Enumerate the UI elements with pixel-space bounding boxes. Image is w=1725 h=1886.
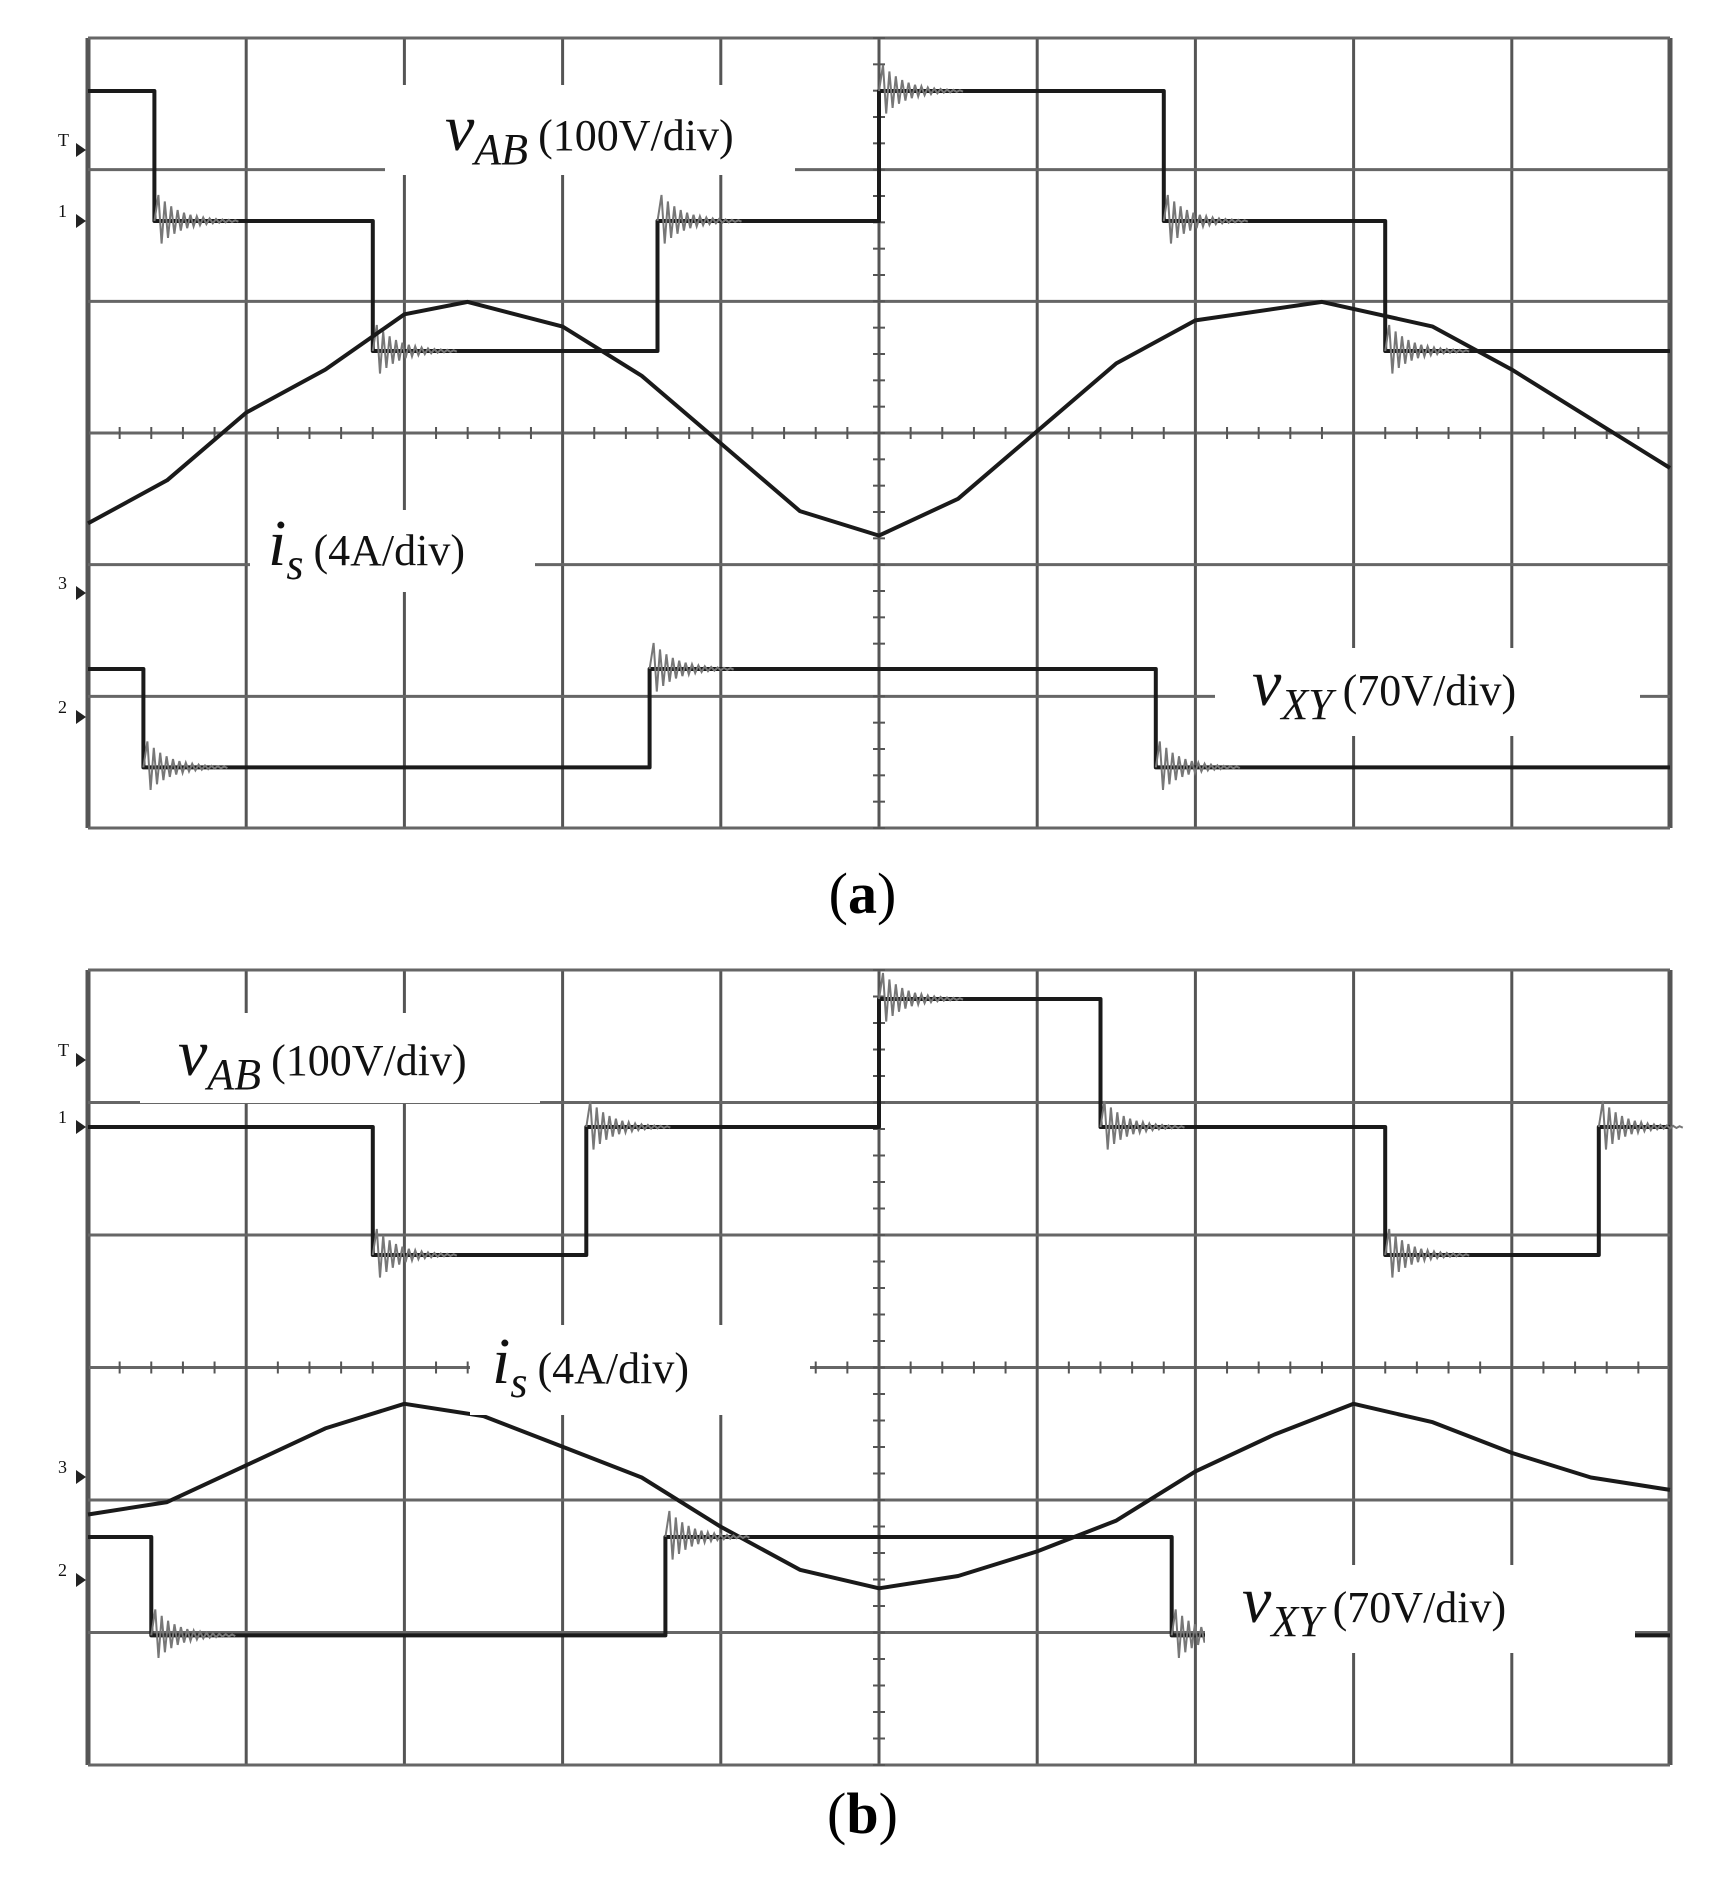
label-is-scale: (4A/div) bbox=[537, 1344, 689, 1393]
label-is-scale: (4A/div) bbox=[313, 526, 465, 575]
label-backdrop bbox=[470, 1325, 810, 1415]
ringing-burst bbox=[153, 194, 239, 244]
caption-b: (b) bbox=[827, 1781, 898, 1846]
scope-panel-b: T 1 3 2 vAB (100V/div) is (4A/div) vXY (70V/div) bbox=[0, 965, 1725, 1845]
ringing-burst bbox=[150, 1609, 236, 1658]
ringing-burst bbox=[371, 324, 458, 374]
channel-marker-3: 3 bbox=[58, 573, 67, 593]
label-is-symbol: i bbox=[492, 1325, 510, 1398]
channel-marker-arrow bbox=[76, 1470, 86, 1484]
trace-vAB bbox=[88, 997, 1670, 1257]
channel-marker-2: 2 bbox=[58, 1560, 67, 1580]
ringing-burst bbox=[1162, 194, 1249, 244]
label-vAB-subscript: AB bbox=[471, 125, 528, 174]
label-vAB-scale: (100V/div) bbox=[271, 1036, 467, 1085]
trace-vAB bbox=[88, 89, 1670, 353]
channel-marker-arrow bbox=[76, 1120, 86, 1134]
channel-marker-arrow bbox=[76, 214, 86, 228]
caption-b-letter: b bbox=[846, 1781, 879, 1846]
channel-marker-1: 1 bbox=[58, 1107, 67, 1127]
ringing-burst bbox=[371, 1228, 458, 1278]
caption-a: (a) bbox=[828, 861, 897, 926]
channel-marker-arrow bbox=[76, 586, 86, 600]
label-is-subscript: s bbox=[286, 540, 303, 589]
label-vAB-symbol: v bbox=[178, 1017, 208, 1090]
channel-marker-arrow bbox=[76, 1053, 86, 1067]
channel-marker-T: T bbox=[58, 1040, 69, 1060]
plot-background bbox=[0, 0, 1725, 880]
channel-marker-arrow bbox=[76, 1573, 86, 1587]
label-vAB-scale: (100V/div) bbox=[538, 111, 734, 160]
label-vXY-scale: (70V/div) bbox=[1343, 666, 1517, 715]
label-vXY-subscript: XY bbox=[1279, 680, 1337, 729]
ringing-burst bbox=[664, 1510, 750, 1560]
label-vXY-symbol: v bbox=[1252, 647, 1282, 720]
label-vXY: vXY (70V/div) bbox=[1242, 1564, 1506, 1646]
caption-a-letter: a bbox=[848, 861, 877, 926]
channel-marker-2: 2 bbox=[58, 697, 67, 717]
label-is: is (4A/div) bbox=[268, 507, 465, 589]
label-backdrop bbox=[385, 85, 795, 175]
ringing-burst bbox=[648, 642, 735, 692]
ringing-burst bbox=[142, 741, 228, 790]
label-backdrop bbox=[1215, 648, 1640, 736]
label-vAB: vAB (100V/div) bbox=[445, 92, 734, 174]
scope-panel-a: T 1 3 2 vAB (100V/div) is (4A/div) vXY (70V/div) bbox=[0, 0, 1725, 900]
channel-marker-T: T bbox=[58, 130, 69, 150]
ringing-burst bbox=[1597, 1100, 1684, 1150]
label-is-symbol: i bbox=[268, 507, 286, 580]
channel-marker-3: 3 bbox=[58, 1457, 67, 1477]
ringing-burst bbox=[878, 972, 964, 1022]
label-backdrop bbox=[250, 510, 535, 592]
trace-vXY bbox=[88, 667, 1670, 770]
label-vXY-scale: (70V/div) bbox=[1333, 1583, 1507, 1632]
ringing-burst bbox=[1154, 741, 1241, 790]
channel-marker-arrow bbox=[76, 710, 86, 724]
channel-marker-1: 1 bbox=[58, 201, 67, 221]
ringing-burst bbox=[1384, 1228, 1470, 1278]
label-is-subscript: s bbox=[510, 1358, 527, 1407]
ringing-burst bbox=[585, 1100, 671, 1150]
label-vAB-symbol: v bbox=[445, 92, 475, 165]
label-vAB: vAB (100V/div) bbox=[178, 1017, 467, 1099]
label-is: is (4A/div) bbox=[492, 1325, 689, 1407]
trace-is bbox=[87, 299, 1672, 538]
ringing-burst bbox=[1099, 1100, 1185, 1150]
label-backdrop bbox=[1205, 1565, 1635, 1653]
label-backdrop bbox=[140, 1013, 540, 1103]
trace-is bbox=[87, 1401, 1671, 1591]
ringing-burst bbox=[656, 194, 742, 244]
trace-vXY bbox=[88, 1535, 1670, 1638]
channel-marker-arrow bbox=[76, 143, 86, 157]
label-vXY: vXY (70V/div) bbox=[1252, 647, 1516, 729]
ringing-burst bbox=[878, 64, 964, 114]
ringing-burst bbox=[1384, 324, 1470, 374]
label-vXY-subscript: XY bbox=[1269, 1597, 1327, 1646]
label-vXY-symbol: v bbox=[1242, 1564, 1272, 1637]
label-vAB-subscript: AB bbox=[204, 1050, 261, 1099]
